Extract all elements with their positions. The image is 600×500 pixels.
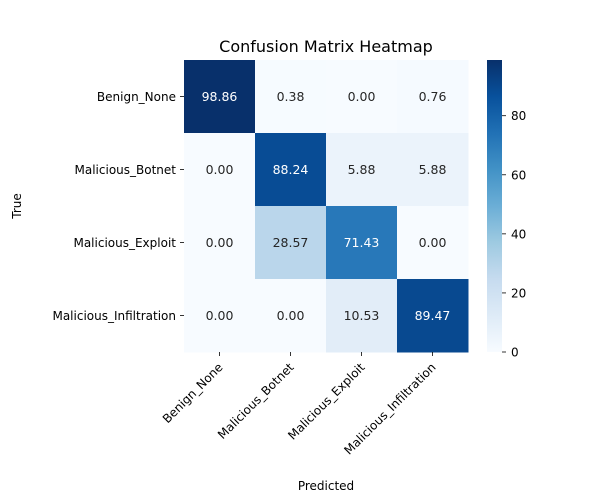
cell-value-label: 0.00 [348,89,376,104]
heatmap-cell [397,279,469,353]
cell-value-label: 98.86 [202,89,238,104]
heatmap-cell [255,133,327,207]
heatmap-cell [184,60,256,134]
cell-value-label: 88.24 [273,162,309,177]
heatmap-cell [397,206,469,280]
cell-value-label: 28.57 [273,235,309,250]
y-tick-label: Malicious_Botnet [75,163,177,177]
heatmap-cell [255,60,327,134]
cell-value-label: 10.53 [344,308,380,323]
heatmap-cell [326,133,398,207]
heatmap-cell [326,279,398,353]
y-tick-label: Malicious_Infiltration [52,309,176,323]
cell-value-label: 0.00 [277,308,305,323]
colorbar-tick-label: 60 [511,168,526,182]
y-axis-ticks: Benign_None Malicious_Botnet Malicious_Exp… [52,90,184,323]
cell-value-label: 5.88 [348,162,376,177]
y-tick-label: Malicious_Exploit [73,236,176,250]
cell-value-label: 0.38 [277,89,305,104]
colorbar-ticks: 0 20 40 60 80 [502,109,526,360]
heatmap-cell [397,133,469,207]
heatmap-cell [326,60,398,134]
cell-value-label: 5.88 [419,162,447,177]
cell-value-label: 0.00 [206,308,234,323]
colorbar-tick-label: 80 [511,109,526,123]
x-axis-ticks: Benign_NoneMalicious_BotnetMalicious_Exp… [160,352,439,457]
heatmap-cell [255,206,327,280]
heatmap-cell [397,60,469,134]
colorbar-tick-label: 0 [511,346,519,360]
colorbar-tick-label: 40 [511,227,526,241]
y-tick-label: Benign_None [97,90,176,104]
colorbar-tick-label: 20 [511,286,526,300]
cell-value-label: 0.00 [206,235,234,250]
heatmap-cell [255,279,327,353]
cell-value-label: 71.43 [344,235,380,250]
heatmap-cell [184,133,256,207]
heatmap-cell [184,279,256,353]
cell-value-label: 89.47 [415,308,451,323]
cell-value-label: 0.00 [206,162,234,177]
heatmap-cells [184,60,469,353]
x-tick-label: Malicious_Exploit [285,360,368,443]
cell-value-label: 0.76 [419,89,447,104]
heatmap-cell [326,206,398,280]
cell-value-label: 0.00 [419,235,447,250]
colorbar [487,60,502,352]
y-axis-label: True [10,193,24,220]
chart-title: Confusion Matrix Heatmap [219,37,433,56]
x-tick-label: Malicious_Botnet [215,360,297,442]
heatmap-cell [184,206,256,280]
x-tick-label: Benign_None [160,360,226,426]
heatmap-cell-labels: 98.86 0.38 0.00 0.76 0.00 88.24 5.88 5.88 0.00 28… [202,89,451,323]
x-axis-label: Predicted [298,479,354,493]
